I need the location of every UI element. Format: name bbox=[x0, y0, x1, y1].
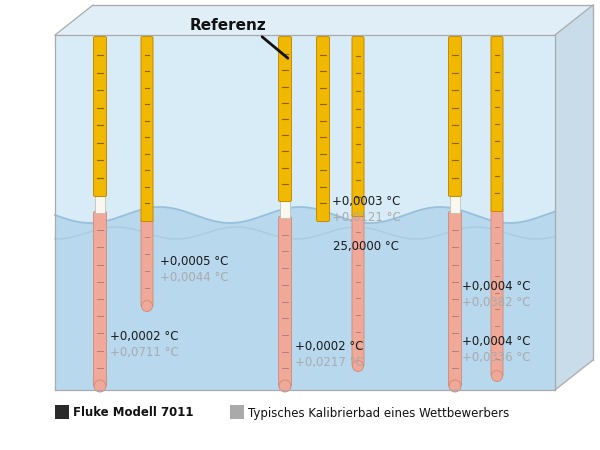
Polygon shape bbox=[55, 207, 555, 390]
Text: +0,0005 °C: +0,0005 °C bbox=[160, 255, 229, 268]
Circle shape bbox=[353, 360, 364, 372]
Polygon shape bbox=[555, 5, 593, 390]
FancyBboxPatch shape bbox=[94, 212, 107, 387]
Text: Typisches Kalibrierbad eines Wettbewerbers: Typisches Kalibrierbad eines Wettbewerbe… bbox=[248, 406, 509, 419]
FancyBboxPatch shape bbox=[491, 36, 503, 212]
FancyBboxPatch shape bbox=[317, 36, 329, 221]
FancyBboxPatch shape bbox=[278, 36, 292, 202]
Circle shape bbox=[279, 380, 291, 392]
Text: Fluke Modell 7011: Fluke Modell 7011 bbox=[73, 406, 193, 419]
Text: +0,0711 °C: +0,0711 °C bbox=[110, 346, 179, 359]
FancyBboxPatch shape bbox=[278, 216, 292, 387]
FancyBboxPatch shape bbox=[94, 36, 107, 197]
Circle shape bbox=[94, 380, 106, 392]
Bar bbox=[230, 405, 244, 419]
Text: +0,0002 °C: +0,0002 °C bbox=[110, 330, 179, 343]
Bar bbox=[280, 200, 290, 218]
Circle shape bbox=[142, 301, 152, 311]
FancyBboxPatch shape bbox=[449, 212, 461, 387]
Text: +0,0217 °C: +0,0217 °C bbox=[295, 356, 364, 369]
Polygon shape bbox=[55, 35, 555, 390]
FancyBboxPatch shape bbox=[352, 36, 364, 216]
Bar bbox=[95, 195, 105, 213]
Text: +0,0044 °C: +0,0044 °C bbox=[160, 271, 229, 284]
Polygon shape bbox=[55, 5, 593, 35]
Circle shape bbox=[317, 205, 329, 217]
Text: +0,0121 °C: +0,0121 °C bbox=[332, 211, 401, 224]
Bar bbox=[450, 195, 460, 213]
Text: 25,0000 °C: 25,0000 °C bbox=[333, 240, 399, 253]
Text: +0,0336 °C: +0,0336 °C bbox=[462, 351, 530, 364]
Bar bbox=[55, 405, 69, 419]
Text: +0,0003 °C: +0,0003 °C bbox=[332, 195, 400, 208]
FancyBboxPatch shape bbox=[141, 219, 153, 306]
Text: +0,0002 °C: +0,0002 °C bbox=[295, 340, 364, 353]
Text: +0,0382 °C: +0,0382 °C bbox=[462, 296, 530, 309]
Text: +0,0004 °C: +0,0004 °C bbox=[462, 280, 530, 293]
Text: +0,0004 °C: +0,0004 °C bbox=[462, 335, 530, 348]
FancyBboxPatch shape bbox=[141, 36, 153, 221]
Text: Referenz: Referenz bbox=[190, 18, 267, 33]
FancyBboxPatch shape bbox=[352, 213, 364, 366]
FancyBboxPatch shape bbox=[491, 208, 503, 377]
FancyBboxPatch shape bbox=[449, 36, 461, 197]
Circle shape bbox=[491, 370, 503, 382]
Circle shape bbox=[449, 380, 461, 392]
